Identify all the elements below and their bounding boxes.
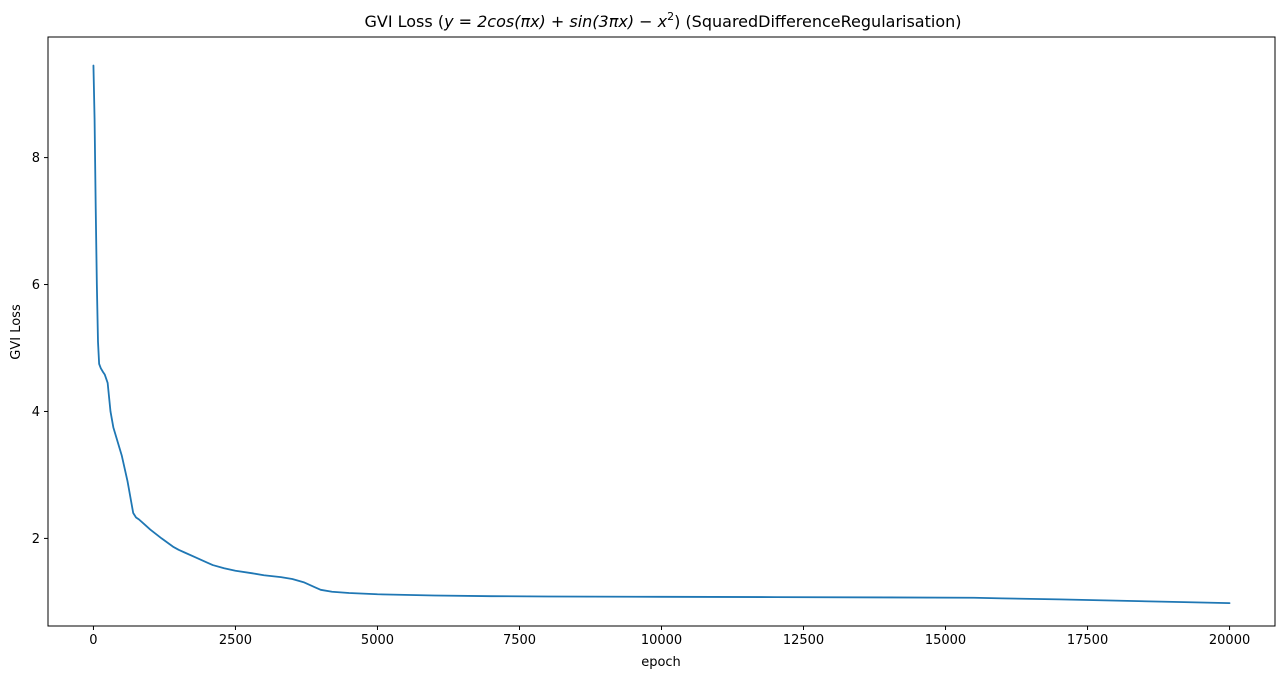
x-tick-label: 17500 xyxy=(1067,633,1108,648)
y-tick-label: 2 xyxy=(32,532,40,547)
chart-title: GVI Loss (y = 2cos(πx) + sin(3πx) − x2) … xyxy=(364,10,961,31)
chart-title-math: y = 2cos(πx) + sin(3πx) − x xyxy=(443,12,668,31)
y-axis-label: GVI Loss xyxy=(9,304,24,360)
x-tick-label: 7500 xyxy=(503,633,536,648)
y-tick-label: 4 xyxy=(32,405,40,420)
x-tick-label: 20000 xyxy=(1209,633,1250,648)
chart-title-superscript: 2 xyxy=(667,10,674,23)
y-tick-label: 6 xyxy=(32,278,40,293)
chart-title-suffix: ) (SquaredDifferenceRegularisation) xyxy=(674,12,961,31)
plot-area: 0 2500 5000 7500 10000 12500 15000 17500 20000 2 4… xyxy=(32,36,1276,648)
x-axis-label: epoch xyxy=(641,655,681,670)
x-tick-label: 15000 xyxy=(925,633,966,648)
x-tick-label: 10000 xyxy=(641,633,682,648)
x-tick-label: 5000 xyxy=(361,633,394,648)
x-tick-label: 0 xyxy=(89,633,97,648)
x-tick-label: 12500 xyxy=(783,633,824,648)
y-tick-label: 8 xyxy=(32,151,40,166)
axes-frame xyxy=(47,36,1276,627)
x-tick-label: 2500 xyxy=(219,633,252,648)
series-line-0 xyxy=(92,64,1231,605)
chart-title-prefix: GVI Loss ( xyxy=(364,12,444,31)
